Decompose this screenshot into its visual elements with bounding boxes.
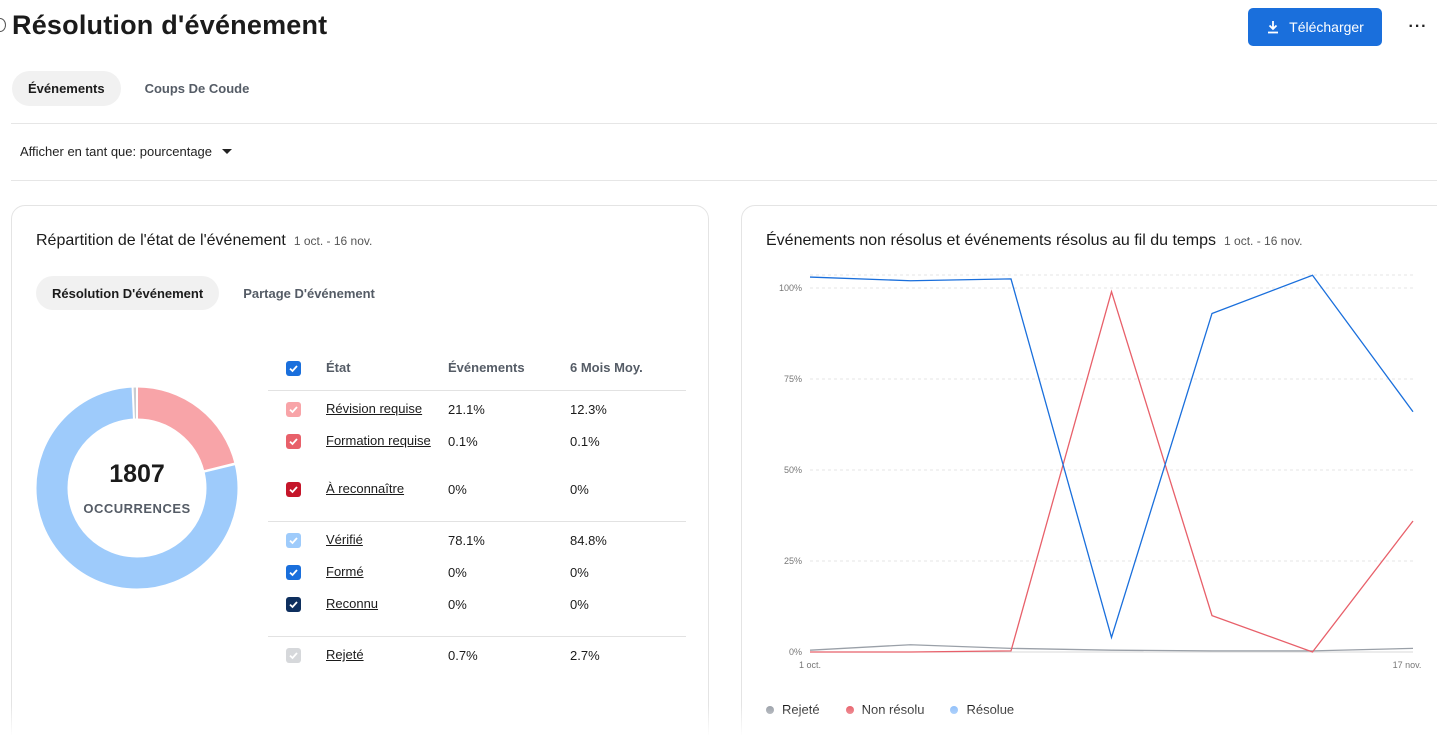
row-checkbox[interactable] [286, 434, 301, 449]
checkmark-icon [289, 406, 298, 414]
checkmark-icon [289, 365, 298, 373]
table-group: Vérifié 78.1% 84.8% Formé 0% 0% Reconnu 0% 0% [268, 522, 686, 636]
card-title: Événements non résolus et événements rés… [766, 232, 1303, 250]
series-line-résolue [809, 274, 1414, 640]
events-value: 0.7% [448, 648, 478, 663]
row-checkbox[interactable] [286, 402, 301, 417]
series-line-rejeté [809, 644, 1414, 652]
donut-segment [36, 387, 238, 589]
card-title: Répartition de l'état de l'événement 1 o… [36, 232, 372, 250]
display-as-label: Afficher en tant que: pourcentage [20, 144, 213, 159]
state-link[interactable]: À reconnaître [326, 481, 405, 496]
checkmark-icon [289, 438, 298, 446]
y-tick-label: 100% [779, 283, 802, 293]
state-link[interactable]: Vérifié [326, 532, 363, 547]
occurrences-count: 1807 [109, 460, 165, 488]
donut-center: 1807 OCCURRENCES [36, 387, 238, 589]
tab-events[interactable]: Événements [12, 71, 121, 106]
table-row: Révision requise 21.1% 12.3% [268, 400, 686, 432]
avg-value: 0.1% [570, 434, 600, 449]
y-tick-label: 0% [789, 647, 802, 657]
checkmark-icon [289, 652, 298, 660]
divider [11, 180, 1437, 181]
card-title-text: Événements non résolus et événements rés… [766, 232, 1217, 249]
display-as-dropdown[interactable]: Afficher en tant que: pourcentage [20, 144, 233, 159]
select-all-checkbox[interactable] [286, 361, 301, 376]
card-title-text: Répartition de l'état de l'événement [36, 232, 286, 249]
donut-separator [203, 463, 236, 473]
state-link[interactable]: Révision requise [326, 401, 423, 416]
group-divider [268, 636, 686, 637]
row-checkbox[interactable] [286, 597, 301, 612]
table-row: Formation requise 0.1% 0.1% [268, 432, 686, 480]
events-value: 0% [448, 482, 467, 497]
table-row: Formé 0% 0% [268, 563, 686, 595]
group-divider [268, 521, 686, 522]
table-row: À reconnaître 0% 0% [268, 480, 686, 512]
row-checkbox[interactable] [286, 482, 301, 497]
more-options-icon[interactable]: ··· [1408, 18, 1428, 35]
avg-value: 12.3% [570, 402, 607, 417]
over-time-card: Événements non résolus et événements rés… [741, 205, 1437, 735]
series-line-non-résolu [810, 289, 1414, 653]
checkmark-icon [289, 601, 298, 609]
events-value: 78.1% [448, 533, 485, 548]
download-button[interactable]: Télécharger [1248, 8, 1382, 46]
back-icon[interactable] [0, 18, 6, 32]
row-checkbox[interactable] [286, 565, 301, 580]
status-table: État Événements 6 Mois Moy. Révision req… [268, 353, 686, 678]
state-link[interactable]: Formation requise [326, 433, 431, 448]
checkmark-icon [289, 569, 298, 577]
checkmark-icon [289, 486, 298, 494]
main-tabs: Événements Coups De Coude [12, 71, 265, 106]
date-range: 1 oct. - 16 nov. [293, 234, 373, 248]
table-header: État Événements 6 Mois Moy. [268, 353, 686, 391]
avg-value: 2.7% [570, 648, 600, 663]
table-body: Révision requise 21.1% 12.3% Formation requ… [268, 391, 686, 678]
date-range: 1 oct. - 16 nov. [1224, 234, 1303, 248]
donut-separator [131, 387, 135, 420]
tab-event-resolution[interactable]: Résolution D'événement [36, 276, 220, 310]
donut-chart [36, 387, 238, 589]
checkmark-icon [289, 537, 298, 545]
y-tick-label: 75% [784, 374, 802, 384]
events-value: 0% [448, 565, 467, 580]
bottom-fade [0, 705, 1437, 735]
header-6mo-avg: 6 Mois Moy. [570, 360, 643, 375]
events-value: 0% [448, 597, 467, 612]
y-tick-label: 50% [784, 465, 802, 475]
state-link[interactable]: Formé [326, 564, 364, 579]
header-state: État [326, 360, 351, 375]
table-row: Reconnu 0% 0% [268, 595, 686, 627]
x-tick-label: 1 oct. [799, 660, 821, 670]
state-link[interactable]: Rejeté [326, 647, 364, 662]
tab-event-share[interactable]: Partage D'événement [243, 285, 375, 301]
caret-down-icon [222, 149, 233, 154]
table-group: Rejeté 0.7% 2.7% [268, 637, 686, 678]
divider [11, 123, 1437, 124]
occurrences-label: OCCURRENCES [83, 501, 191, 516]
x-tick-label: 17 nov. [1393, 660, 1422, 670]
events-value: 21.1% [448, 402, 485, 417]
header-events: Événements [448, 360, 525, 375]
tab-nudges[interactable]: Coups De Coude [144, 81, 250, 96]
breakdown-tabs: Résolution D'événement Partage D'événeme… [36, 276, 391, 310]
y-tick-label: 25% [784, 556, 802, 566]
events-value: 0.1% [448, 434, 478, 449]
avg-value: 84.8% [570, 533, 607, 548]
download-label: Télécharger [1289, 19, 1364, 35]
row-checkbox[interactable] [286, 533, 301, 548]
avg-value: 0% [570, 482, 589, 497]
table-row: Vérifié 78.1% 84.8% [268, 531, 686, 563]
state-link[interactable]: Reconnu [326, 596, 379, 611]
table-row: Rejeté 0.7% 2.7% [268, 646, 686, 678]
avg-value: 0% [570, 597, 589, 612]
avg-value: 0% [570, 565, 589, 580]
page-title: Résolution d'événement [12, 10, 328, 40]
status-breakdown-card: Répartition de l'état de l'événement 1 o… [11, 205, 709, 735]
row-checkbox[interactable] [286, 648, 301, 663]
download-icon [1268, 21, 1279, 34]
table-group: Révision requise 21.1% 12.3% Formation requ… [268, 391, 686, 521]
line-chart: 0% 25% 50% 75% 100% 1 oct. 17 nov. [779, 274, 1422, 670]
